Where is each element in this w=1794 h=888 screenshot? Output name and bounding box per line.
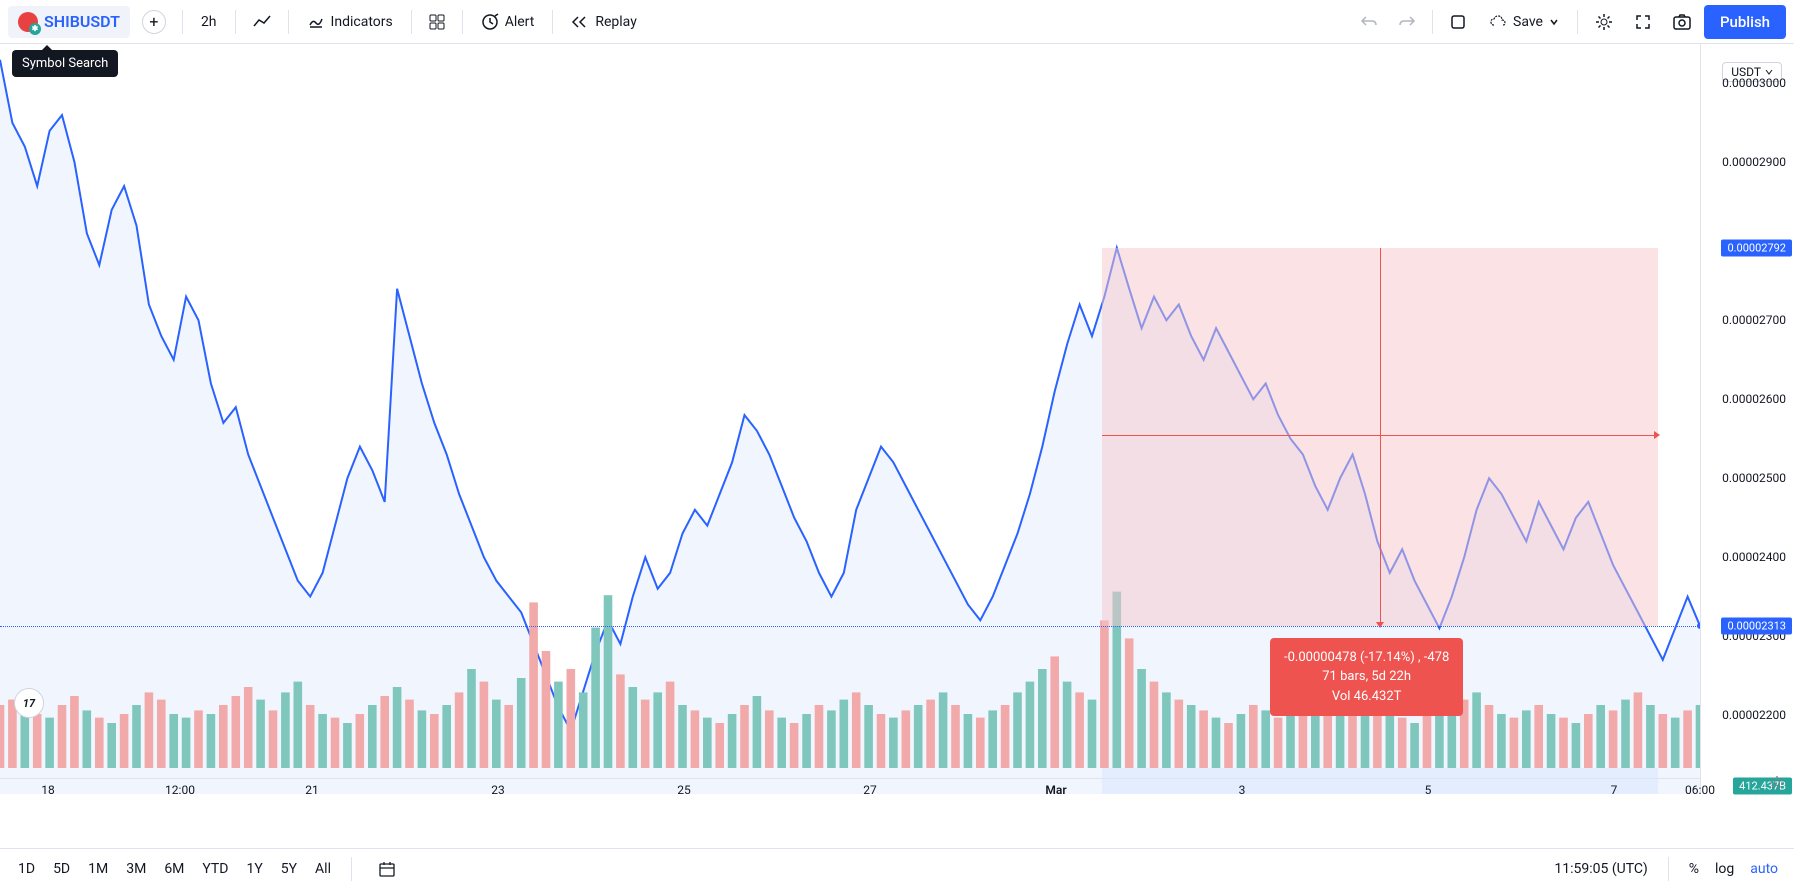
chevron-down-icon xyxy=(1549,17,1559,27)
x-tick-label: 21 xyxy=(305,783,319,797)
x-tick-label: Mar xyxy=(1045,783,1066,797)
snapshot-button[interactable] xyxy=(1664,6,1700,38)
top-toolbar: SHIBUSDT + 2h Indicators Alert Replay Sa… xyxy=(0,0,1794,44)
alert-button[interactable]: Alert xyxy=(471,7,545,37)
y-tick-label: 0.00002200 xyxy=(1722,708,1786,722)
range-1m[interactable]: 1M xyxy=(86,857,110,881)
calendar-icon xyxy=(378,860,396,878)
separator xyxy=(1432,10,1433,34)
x-tick-label: 27 xyxy=(863,783,877,797)
symbol-selector[interactable]: SHIBUSDT xyxy=(8,6,130,38)
fullscreen-button[interactable] xyxy=(1626,7,1660,37)
range-3m[interactable]: 3M xyxy=(124,857,148,881)
y-tick-label: 0.00002400 xyxy=(1722,550,1786,564)
add-symbol-button[interactable]: + xyxy=(134,4,174,40)
alert-label: Alert xyxy=(505,14,535,30)
separator xyxy=(351,857,352,881)
x-tick-label: 25 xyxy=(677,783,691,797)
clock-display[interactable]: 11:59:05 (UTC) xyxy=(1554,861,1647,877)
measurement-info: -0.00000478 (-17.14%) , -478 71 bars, 5d… xyxy=(1270,638,1463,717)
y-badge: 0.00002313 xyxy=(1721,617,1792,634)
templates-button[interactable] xyxy=(420,7,454,37)
separator xyxy=(1668,857,1669,881)
layout-button[interactable] xyxy=(1441,7,1475,37)
range-1d[interactable]: 1D xyxy=(16,857,37,881)
separator xyxy=(462,10,463,34)
percent-button[interactable]: % xyxy=(1689,861,1699,877)
range-5y[interactable]: 5Y xyxy=(279,857,299,881)
settings-button[interactable] xyxy=(1586,6,1622,38)
measure-arrow-v xyxy=(1380,248,1381,626)
range-all[interactable]: All xyxy=(313,857,333,881)
separator xyxy=(552,10,553,34)
replay-icon xyxy=(571,13,589,31)
y-tick-label: 0.00002600 xyxy=(1722,392,1786,406)
undo-button[interactable] xyxy=(1352,7,1386,37)
range-5d[interactable]: 5D xyxy=(51,857,72,881)
chart-line-icon xyxy=(252,12,272,32)
redo-button[interactable] xyxy=(1390,7,1424,37)
y-tick-label: 0.00002900 xyxy=(1722,155,1786,169)
auto-button[interactable]: auto xyxy=(1750,861,1778,877)
info-line1: -0.00000478 (-17.14%) , -478 xyxy=(1284,648,1449,668)
fullscreen-icon xyxy=(1634,13,1652,31)
x-axis[interactable]: 1812:0021232527Mar35706:00 xyxy=(0,778,1700,804)
replay-button[interactable]: Replay xyxy=(561,7,646,37)
y-badge: 0.00002792 xyxy=(1721,239,1792,256)
chart-area: -0.00000478 (-17.14%) , -478 71 bars, 5d… xyxy=(0,44,1794,844)
undo-icon xyxy=(1360,13,1378,31)
info-line3: Vol 46.432T xyxy=(1284,687,1449,707)
axis-settings-button[interactable] xyxy=(1768,774,1786,796)
separator xyxy=(235,10,236,34)
x-tick-label: 7 xyxy=(1611,783,1618,797)
y-tick-label: 0.00002500 xyxy=(1722,471,1786,485)
x-tick-label: 18 xyxy=(41,783,55,797)
plus-icon: + xyxy=(142,10,166,34)
replay-label: Replay xyxy=(595,14,636,30)
interval-selector[interactable]: 2h xyxy=(191,8,227,36)
info-line2: 71 bars, 5d 22h xyxy=(1284,667,1449,687)
x-tick-label: 12:00 xyxy=(165,783,195,797)
separator xyxy=(182,10,183,34)
separator xyxy=(288,10,289,34)
chart-style-button[interactable] xyxy=(244,6,280,38)
y-tick-label: 0.00003000 xyxy=(1722,76,1786,90)
chevron-down-icon xyxy=(1765,68,1773,76)
range-6m[interactable]: 6M xyxy=(162,857,186,881)
cloud-icon xyxy=(1489,13,1507,31)
separator xyxy=(1577,10,1578,34)
save-button[interactable]: Save xyxy=(1479,7,1569,37)
x-tick-label: 06:00 xyxy=(1685,783,1715,797)
range-ytd[interactable]: YTD xyxy=(200,857,230,881)
redo-icon xyxy=(1398,13,1416,31)
x-tick-label: 5 xyxy=(1425,783,1432,797)
x-tick-label: 23 xyxy=(491,783,505,797)
coin-icon xyxy=(18,12,38,32)
alert-icon xyxy=(481,13,499,31)
indicators-button[interactable]: Indicators xyxy=(297,7,403,37)
y-axis[interactable]: USDT 0.000030000.000029000.000027000.000… xyxy=(1700,44,1794,794)
last-price-line xyxy=(0,626,1700,627)
symbol-label: SHIBUSDT xyxy=(44,12,120,31)
camera-icon xyxy=(1672,12,1692,32)
indicators-label: Indicators xyxy=(331,14,393,30)
chart-main[interactable]: -0.00000478 (-17.14%) , -478 71 bars, 5d… xyxy=(0,44,1700,794)
publish-button[interactable]: Publish xyxy=(1704,5,1786,39)
gear-icon xyxy=(1768,774,1786,792)
tradingview-logo[interactable]: 17 xyxy=(14,688,44,718)
grid-icon xyxy=(428,13,446,31)
save-label: Save xyxy=(1513,14,1543,30)
y-tick-label: 0.00002700 xyxy=(1722,313,1786,327)
indicators-icon xyxy=(307,13,325,31)
x-tick-label: 3 xyxy=(1239,783,1246,797)
log-button[interactable]: log xyxy=(1715,861,1734,877)
symbol-search-tooltip: Symbol Search xyxy=(12,50,118,77)
gear-icon xyxy=(1594,12,1614,32)
separator xyxy=(411,10,412,34)
range-1y[interactable]: 1Y xyxy=(244,857,264,881)
calendar-button[interactable] xyxy=(370,854,404,884)
layout-icon xyxy=(1449,13,1467,31)
bottom-bar: 1D 5D 1M 3M 6M YTD 1Y 5Y All 11:59:05 (UTC) % lo… xyxy=(0,848,1794,888)
